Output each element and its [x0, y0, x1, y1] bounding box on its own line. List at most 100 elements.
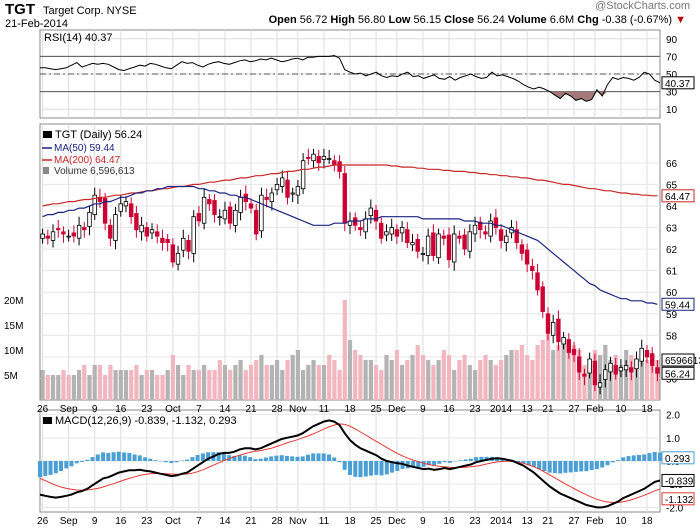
- candle-body: [592, 360, 598, 386]
- candle-body: [644, 349, 650, 358]
- macd-histogram-bar: [337, 461, 342, 463]
- macd-histogram-bar: [468, 458, 473, 461]
- macd-histogram-bar: [227, 455, 232, 461]
- volume-bar: [280, 370, 285, 400]
- candle-body: [56, 228, 61, 231]
- volume-bar: [285, 360, 290, 400]
- macd-histogram-bar: [479, 456, 484, 461]
- macd-histogram-bar: [589, 461, 594, 470]
- volume-bar: [441, 350, 446, 400]
- macd-histogram-bar: [594, 461, 599, 470]
- volume-bar: [571, 345, 577, 400]
- macd-histogram-bar: [179, 460, 184, 461]
- candle-body: [274, 183, 280, 191]
- macd-histogram-bar: [358, 461, 363, 478]
- macd-histogram-bar: [516, 461, 521, 463]
- volume-bar: [56, 375, 61, 400]
- volume-bar: [478, 360, 483, 400]
- macd-histogram-bar: [232, 455, 237, 461]
- volume-bar: [87, 375, 92, 400]
- down-arrow-icon: ▼: [675, 14, 686, 26]
- macd-histogram-bar: [542, 461, 547, 471]
- volume-bar: [129, 370, 134, 400]
- volume-bar: [233, 365, 238, 400]
- x-tick-label: 23: [469, 404, 481, 415]
- macd-histogram-bar: [600, 461, 605, 468]
- x-tick-label: 23: [141, 404, 153, 415]
- macd-legend-swatch: [43, 417, 52, 424]
- rsi-line: [40, 54, 661, 102]
- candle-body: [394, 229, 400, 237]
- volume-bar: [394, 350, 399, 400]
- candle-body: [144, 227, 149, 237]
- x-tick-label-bottom: 18: [344, 516, 356, 527]
- volume-bar: [181, 375, 186, 400]
- x-tick-label-bottom: Sep: [60, 516, 78, 527]
- volume-bar: [228, 370, 233, 400]
- rsi-legend: RSI(14) 40.37: [44, 32, 112, 44]
- volume-bar: [509, 350, 514, 400]
- candle-body: [629, 367, 634, 373]
- x-tick-label: 9: [420, 404, 426, 415]
- company-name: Target Corp. NYSE: [43, 5, 137, 17]
- macd-histogram-bar: [221, 453, 226, 461]
- volume-bar: [259, 355, 264, 400]
- candle-body: [337, 161, 342, 172]
- volume-bar: [342, 300, 347, 400]
- macd-histogram-bar: [426, 461, 431, 466]
- volume-bar: [149, 370, 155, 400]
- volume-bar: [347, 340, 353, 400]
- candle-body: [160, 237, 165, 244]
- macd-histogram-bar: [206, 452, 211, 461]
- macd-histogram-bar: [111, 452, 116, 461]
- price-tick-label: 56: [666, 374, 678, 385]
- volume-bar: [410, 355, 415, 400]
- volume-bar: [566, 350, 571, 400]
- macd-histogram-bar: [80, 461, 84, 462]
- macd-histogram-bar: [279, 455, 284, 461]
- volume-bar: [499, 360, 504, 400]
- ticker-symbol: TGT: [5, 1, 35, 18]
- volume-bar: [358, 355, 363, 400]
- macd-histogram-bar: [195, 455, 200, 461]
- candle-body: [222, 209, 228, 220]
- volume-bar: [202, 365, 207, 400]
- x-tick-label-bottom: 16: [115, 516, 127, 527]
- macd-histogram-bar: [148, 458, 153, 461]
- macd-histogram-bar: [48, 461, 53, 475]
- volume-bar: [535, 345, 540, 400]
- macd-histogram-bar: [637, 455, 641, 461]
- volume-bar: [353, 350, 358, 400]
- x-tick-label-bottom: 13: [522, 516, 534, 527]
- x-tick-label-bottom: 18: [641, 516, 653, 527]
- candle-body: [477, 221, 483, 231]
- macd-histogram-bar: [321, 453, 326, 461]
- candle-body: [613, 365, 618, 375]
- price-tick-label: 59: [666, 310, 678, 321]
- macd-histogram-bar: [164, 461, 169, 463]
- volume-bar: [191, 370, 196, 400]
- rsi-tick-label: 50: [666, 70, 678, 81]
- volume-bar: [483, 355, 488, 400]
- volume-bar: [420, 355, 426, 400]
- candle-body: [587, 358, 592, 374]
- candle-body: [71, 232, 76, 237]
- candle-body: [540, 286, 545, 312]
- candle-body: [363, 218, 368, 233]
- macd-histogram-bar: [421, 461, 426, 467]
- volume-bar: [384, 355, 389, 400]
- candle-body: [279, 177, 285, 187]
- candle-body: [181, 237, 186, 251]
- candle-body: [186, 239, 191, 252]
- macd-histogram-bar: [59, 461, 63, 471]
- candle-body: [415, 238, 420, 252]
- macd-hist-last-label: 0.293: [665, 454, 690, 465]
- volume-bar: [473, 370, 478, 400]
- volume-tick-label: 15M: [4, 321, 23, 332]
- candle-body: [154, 231, 160, 237]
- macd-histogram-bar: [395, 461, 400, 471]
- macd-histogram-bar: [274, 455, 279, 461]
- volume-value: 6.6M: [549, 14, 575, 26]
- volume-bar: [176, 365, 181, 400]
- x-tick-label-bottom: 25: [370, 516, 382, 527]
